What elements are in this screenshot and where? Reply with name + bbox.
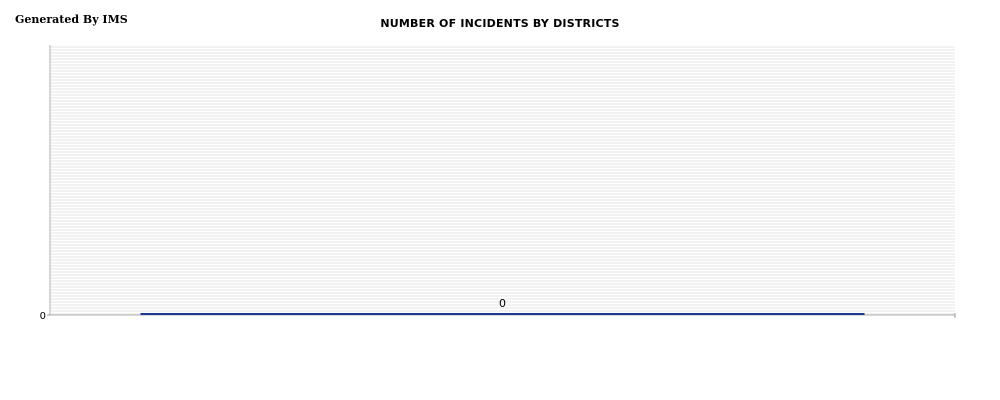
bar-series: 0	[140, 297, 865, 315]
plot-area	[50, 45, 955, 315]
y-tick-label: 0	[40, 311, 46, 322]
bar-data-label: 0	[499, 297, 506, 310]
grid-lines	[50, 46, 955, 315]
y-tick-labels: 0	[40, 311, 50, 322]
chart-title: NUMBER OF INCIDENTS BY DISTRICTS	[380, 17, 620, 30]
generated-by-ims-watermark: Generated By IMS	[15, 13, 128, 26]
bar	[140, 313, 865, 315]
